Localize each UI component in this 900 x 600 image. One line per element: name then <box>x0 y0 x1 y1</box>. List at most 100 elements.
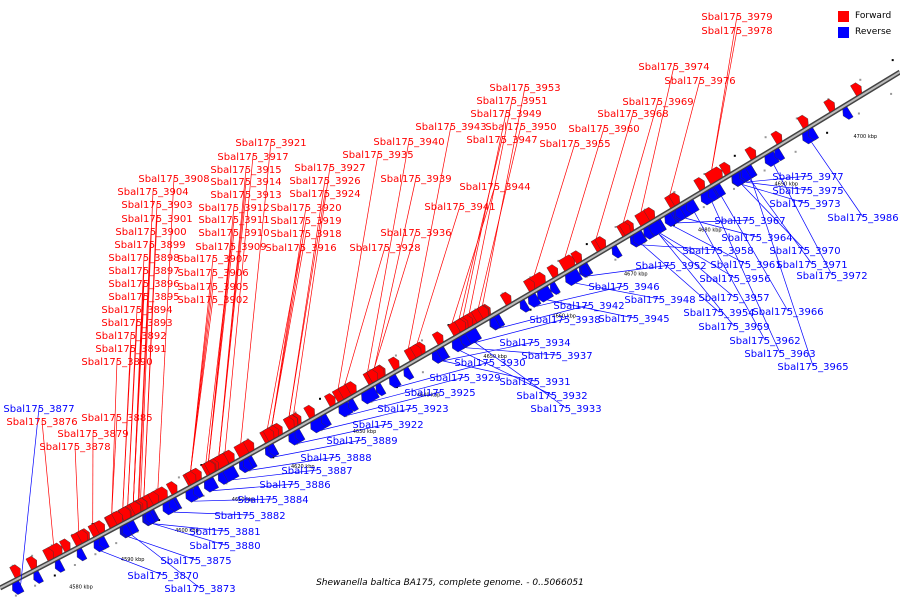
reverse-gene[interactable] <box>242 457 254 471</box>
reverse-gene[interactable] <box>168 498 180 512</box>
gene-label[interactable]: Sbal175_3922 <box>352 420 423 431</box>
gene-label[interactable]: Sbal175_3942 <box>553 301 624 312</box>
gene-label[interactable]: Sbal175_3892 <box>95 331 166 342</box>
gene-label[interactable]: Sbal175_3931 <box>499 377 570 388</box>
reverse-gene[interactable] <box>403 366 415 381</box>
forward-gene[interactable] <box>718 161 731 176</box>
gene-label[interactable]: Sbal175_3900 <box>115 227 186 238</box>
forward-gene[interactable] <box>744 146 757 161</box>
gene-label[interactable]: Sbal175_3947 <box>466 135 537 146</box>
reverse-gene[interactable] <box>740 167 752 182</box>
gene-label[interactable]: Sbal175_3948 <box>624 295 695 306</box>
gene-label[interactable]: Sbal175_3935 <box>342 150 413 161</box>
forward-gene[interactable] <box>594 236 607 251</box>
gene-label[interactable]: Sbal175_3881 <box>189 527 260 538</box>
gene-label[interactable]: Sbal175_3965 <box>777 362 848 373</box>
gene-label[interactable]: Sbal175_3882 <box>214 511 285 522</box>
gene-label[interactable]: Sbal175_3907 <box>177 254 248 265</box>
gene-label[interactable]: Sbal175_3972 <box>796 271 867 282</box>
reverse-gene[interactable] <box>527 292 542 308</box>
reverse-gene[interactable] <box>12 580 25 595</box>
reverse-gene[interactable] <box>145 511 156 525</box>
forward-gene[interactable] <box>704 166 723 185</box>
gene-label[interactable]: Sbal175_3975 <box>772 186 843 197</box>
forward-gene[interactable] <box>111 510 123 525</box>
gene-label[interactable]: Sbal175_3958 <box>682 246 753 257</box>
forward-gene[interactable] <box>558 254 576 272</box>
gene-label[interactable]: Sbal175_3963 <box>744 349 815 360</box>
gene-label[interactable]: Sbal175_3902 <box>177 295 248 306</box>
forward-gene[interactable] <box>431 331 444 346</box>
forward-gene[interactable] <box>76 529 88 544</box>
gene-label[interactable]: Sbal175_3877 <box>3 404 74 415</box>
gene-label[interactable]: Sbal175_3940 <box>373 137 444 148</box>
reverse-gene[interactable] <box>611 245 623 259</box>
gene-label[interactable]: Sbal175_3970 <box>769 246 840 257</box>
reverse-gene[interactable] <box>519 299 531 313</box>
gene-label[interactable]: Sbal175_3934 <box>499 338 570 349</box>
gene-label[interactable]: Sbal175_3979 <box>701 12 772 23</box>
gene-label[interactable]: Sbal175_3888 <box>300 453 371 464</box>
gene-label[interactable]: Sbal175_3945 <box>598 314 669 325</box>
gene-label[interactable]: Sbal175_3957 <box>698 293 769 304</box>
gene-label[interactable]: Sbal175_3901 <box>121 214 192 225</box>
gene-label[interactable]: Sbal175_3978 <box>701 26 772 37</box>
gene-label[interactable]: Sbal175_3879 <box>57 429 128 440</box>
gene-label[interactable]: Sbal175_3908 <box>138 174 209 185</box>
forward-gene[interactable] <box>409 344 422 359</box>
gene-label[interactable]: Sbal175_3896 <box>108 279 179 290</box>
forward-gene[interactable] <box>366 369 379 383</box>
gene-label[interactable]: Sbal175_3977 <box>772 172 843 183</box>
gene-label[interactable]: Sbal175_3928 <box>349 243 420 254</box>
gene-label[interactable]: Sbal175_3899 <box>114 240 185 251</box>
forward-gene[interactable] <box>324 393 336 408</box>
gene-label[interactable]: Sbal175_3969 <box>622 97 693 108</box>
gene-label[interactable]: Sbal175_3912 <box>198 203 269 214</box>
gene-label[interactable]: Sbal175_3898 <box>108 253 179 264</box>
reverse-gene[interactable] <box>268 443 280 457</box>
forward-gene[interactable] <box>618 221 631 236</box>
reverse-gene[interactable] <box>580 263 592 277</box>
forward-gene[interactable] <box>118 506 131 521</box>
gene-label[interactable]: Sbal175_3924 <box>289 189 360 200</box>
gene-label[interactable]: Sbal175_3923 <box>377 404 448 415</box>
forward-gene[interactable] <box>147 491 159 506</box>
forward-gene[interactable] <box>499 291 512 306</box>
forward-gene[interactable] <box>165 481 178 496</box>
forward-gene[interactable] <box>223 449 235 464</box>
forward-gene[interactable] <box>643 207 656 221</box>
reverse-gene[interactable] <box>707 187 719 202</box>
gene-label[interactable]: Sbal175_3933 <box>530 404 601 415</box>
gene-label[interactable]: Sbal175_3952 <box>635 261 706 272</box>
reverse-gene[interactable] <box>643 226 655 240</box>
forward-gene[interactable] <box>454 318 466 333</box>
forward-gene[interactable] <box>387 356 400 371</box>
gene-label[interactable]: Sbal175_3897 <box>108 266 179 277</box>
forward-gene[interactable] <box>203 460 216 475</box>
gene-label[interactable]: Sbal175_3894 <box>101 305 172 316</box>
gene-label[interactable]: Sbal175_3953 <box>489 83 560 94</box>
gene-label[interactable]: Sbal175_3917 <box>217 152 288 163</box>
gene-label[interactable]: Sbal175_3918 <box>270 229 341 240</box>
gene-label[interactable]: Sbal175_3954 <box>683 308 754 319</box>
forward-gene[interactable] <box>796 114 809 129</box>
reverse-gene[interactable] <box>686 199 700 215</box>
gene-label[interactable]: Sbal175_3875 <box>160 556 231 567</box>
reverse-gene[interactable] <box>361 386 380 405</box>
gene-label[interactable]: Sbal175_3905 <box>177 282 248 293</box>
gene-label[interactable]: Sbal175_3895 <box>108 292 179 303</box>
gene-label[interactable]: Sbal175_3938 <box>529 315 600 326</box>
gene-label[interactable]: Sbal175_3873 <box>164 584 235 595</box>
gene-label[interactable]: Sbal175_3950 <box>485 122 556 133</box>
reverse-gene[interactable] <box>565 268 583 286</box>
gene-label[interactable]: Sbal175_3932 <box>516 391 587 402</box>
gene-label[interactable]: Sbal175_3878 <box>39 442 110 453</box>
gene-label[interactable]: Sbal175_3893 <box>101 318 172 329</box>
gene-label[interactable]: Sbal175_3946 <box>588 282 659 293</box>
gene-labels[interactable]: Sbal175_3979 Sbal175_3978 Sbal175_3974 Sbal… <box>3 12 898 595</box>
gene-label[interactable]: Sbal175_3968 <box>597 109 668 120</box>
gene-label[interactable]: Sbal175_3956 <box>699 274 770 285</box>
gene-label[interactable]: Sbal175_3971 <box>776 260 847 271</box>
forward-gene[interactable] <box>9 564 21 579</box>
forward-gene[interactable] <box>282 416 295 431</box>
